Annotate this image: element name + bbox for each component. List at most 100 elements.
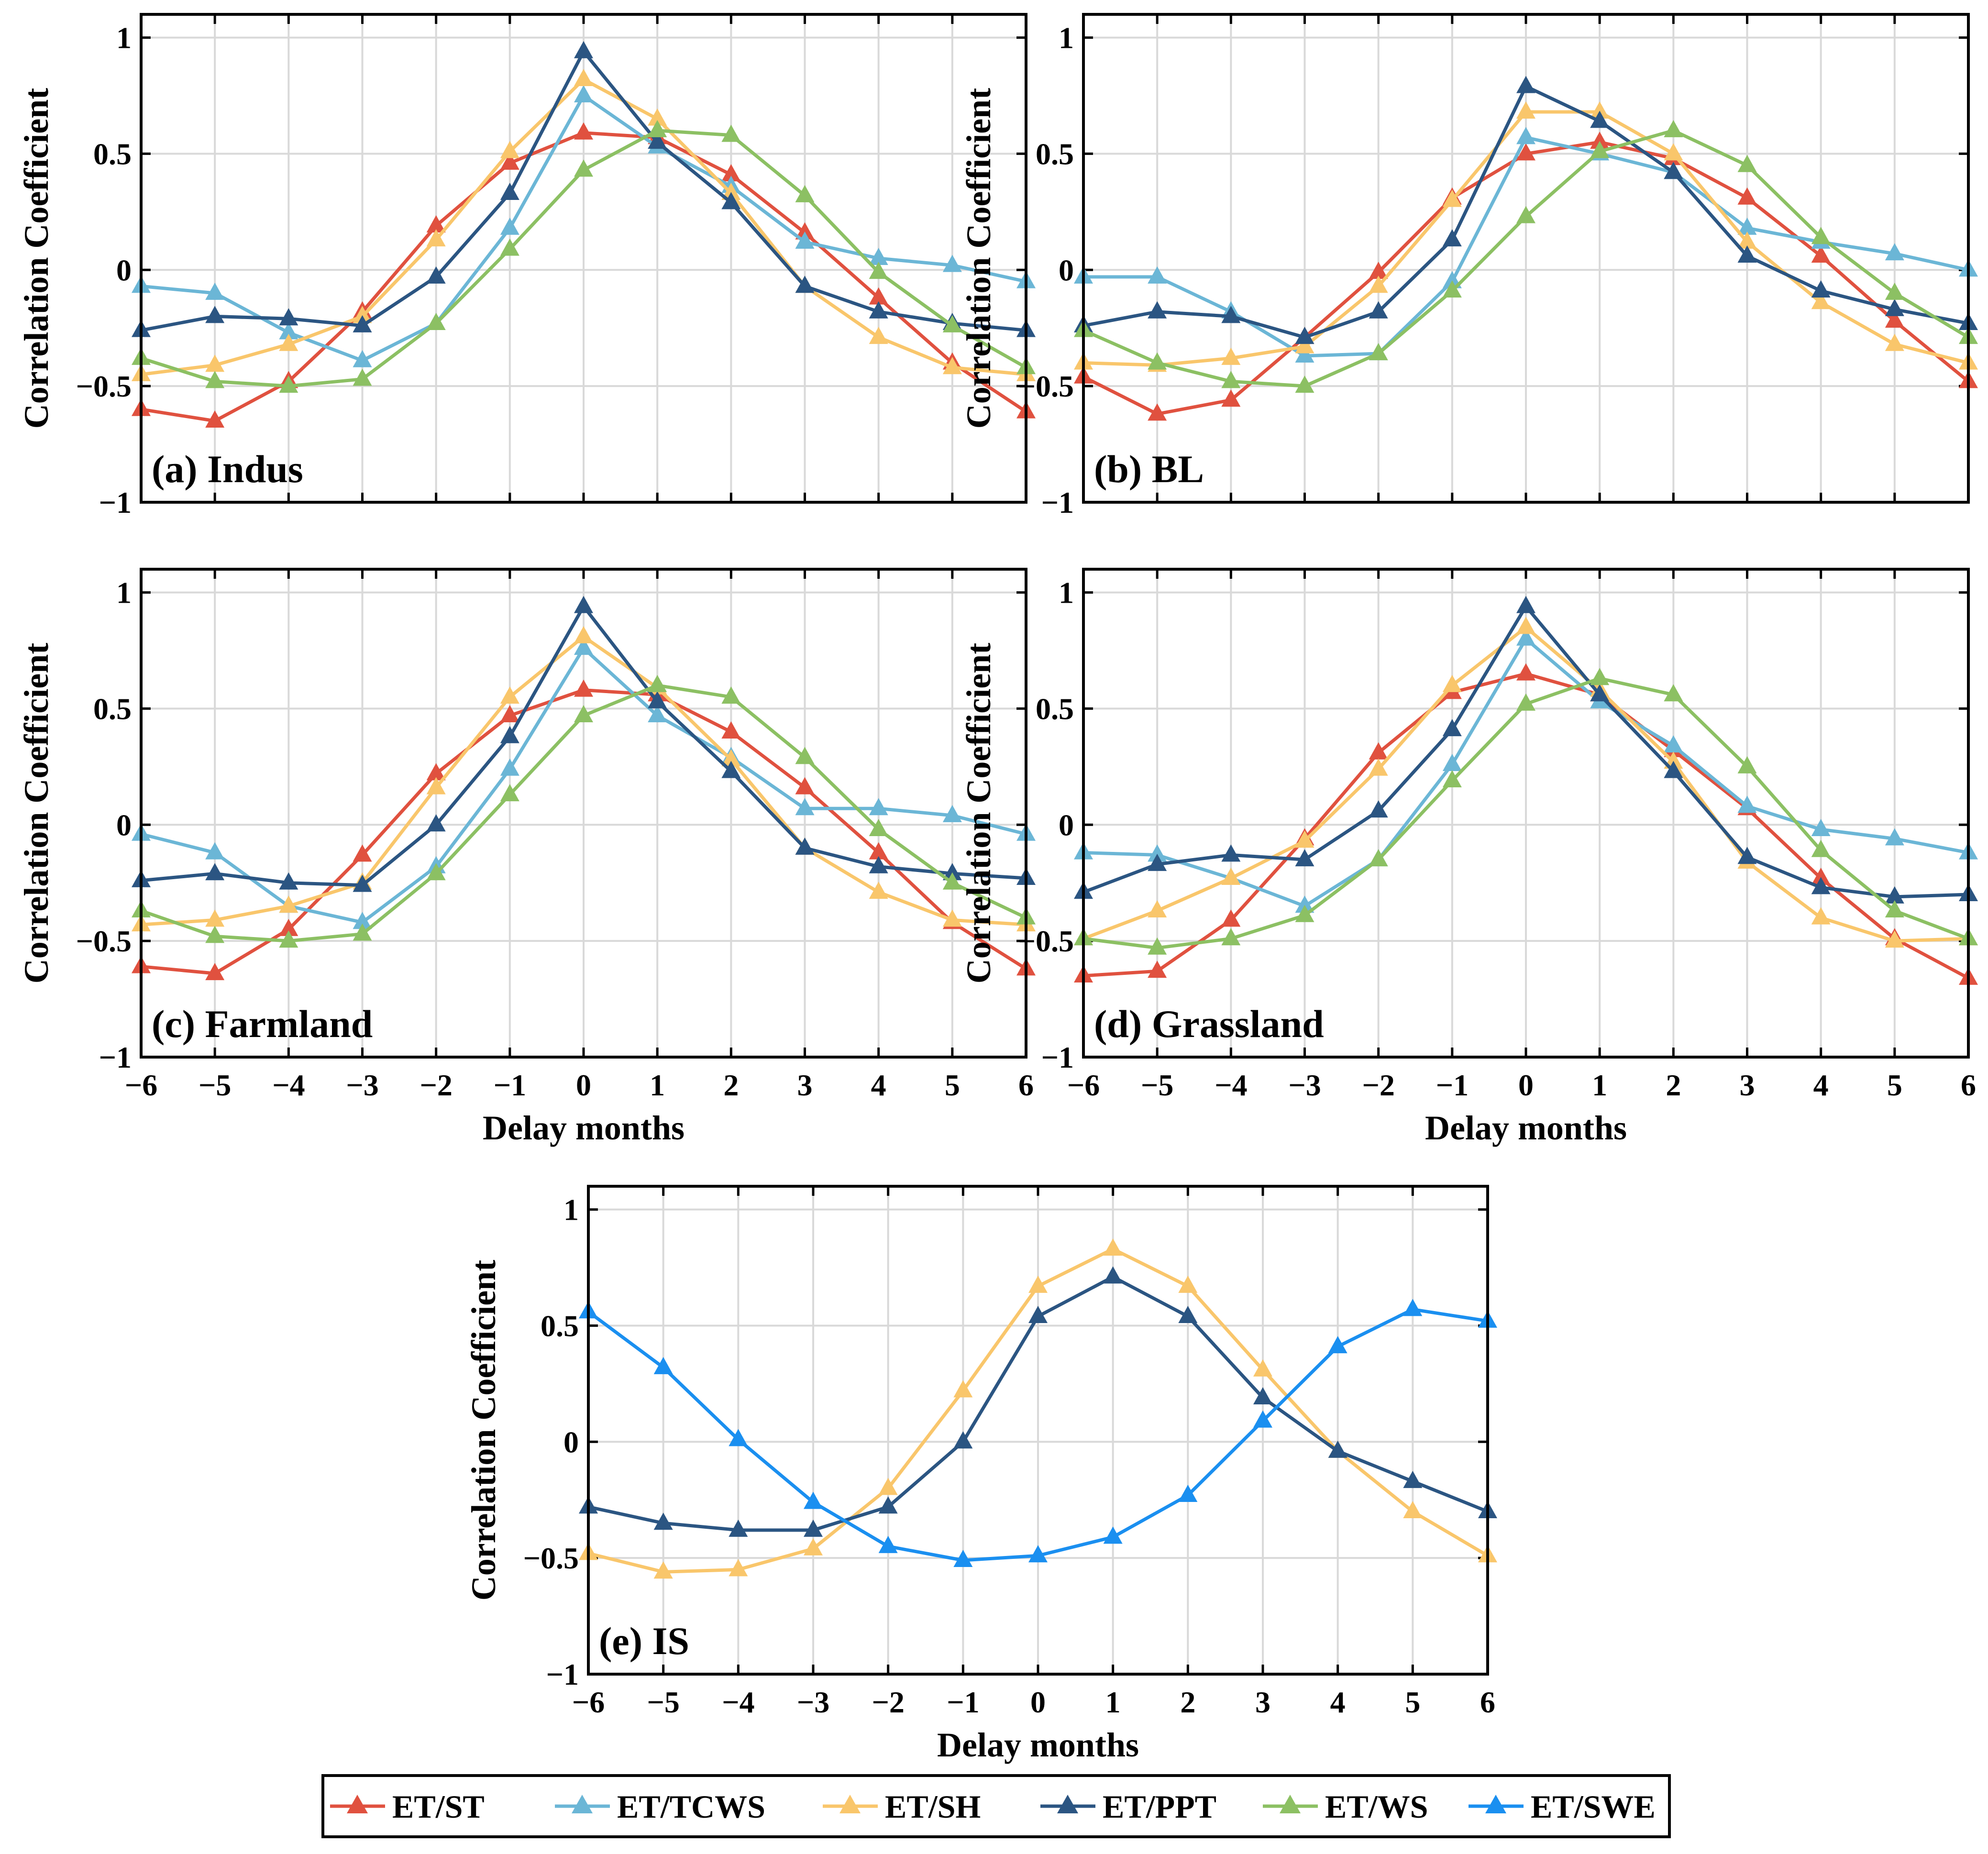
legend-marker xyxy=(1280,1795,1301,1813)
data-point-tcws xyxy=(205,842,225,860)
data-point-ws xyxy=(942,872,962,890)
series-group xyxy=(132,41,1036,428)
data-point-ws xyxy=(500,784,519,802)
data-point-ppt xyxy=(1148,301,1167,319)
x-tick-labels: −6 −5 −4 −3 −2 −1 0 1 2 3 4 5 6 xyxy=(1067,1068,1976,1102)
data-point-ppt xyxy=(1664,162,1683,179)
data-point-sh xyxy=(648,108,667,126)
data-point-sh xyxy=(1369,758,1388,776)
data-point-st xyxy=(869,287,888,305)
data-point-ws xyxy=(648,674,667,692)
data-point-ws xyxy=(574,705,593,722)
series-ws xyxy=(132,120,1036,393)
y-tick-label: −0.5 xyxy=(76,369,132,403)
x-tick-label: 3 xyxy=(1255,1685,1270,1719)
data-point-sh xyxy=(1442,674,1462,692)
x-tick-label: 6 xyxy=(1961,1068,1976,1102)
data-point-ppt xyxy=(1103,1266,1123,1284)
data-point-sh xyxy=(574,626,593,643)
data-point-swe xyxy=(804,1491,823,1509)
legend-label: ET/PPT xyxy=(1103,1788,1216,1825)
data-point-ws xyxy=(1295,375,1314,393)
data-point-sh xyxy=(279,895,298,913)
data-point-sh xyxy=(279,333,298,351)
legend-entry-swe: ET/SWE xyxy=(1469,1788,1656,1825)
series-group xyxy=(1074,76,1978,421)
data-point-sh xyxy=(1148,900,1167,917)
y-tick-labels: −1 −0.5 0 0.5 1 xyxy=(1018,576,1074,1074)
x-tick-label: −6 xyxy=(125,1068,157,1102)
data-point-st xyxy=(1811,868,1831,885)
data-point-st xyxy=(1516,663,1535,681)
x-axis-title: Delay months xyxy=(1425,1109,1627,1147)
data-point-ws xyxy=(721,686,741,704)
data-point-ppt xyxy=(1178,1306,1198,1323)
y-axis-title: Correlation Coefficient xyxy=(464,1260,503,1600)
data-point-tcws xyxy=(1442,754,1462,771)
data-point-tcws xyxy=(1148,266,1167,284)
y-tick-label: −0.5 xyxy=(1018,369,1074,403)
x-tick-label: −2 xyxy=(872,1685,904,1719)
data-point-sh xyxy=(1178,1275,1198,1293)
data-point-ppt xyxy=(721,761,741,778)
data-point-ws xyxy=(869,819,888,836)
y-axis-title: Correlation Coefficient xyxy=(960,643,998,983)
series-ws xyxy=(132,674,1036,948)
x-axis-title: Delay months xyxy=(937,1726,1139,1764)
legend-marker xyxy=(1485,1795,1506,1813)
data-point-ws xyxy=(205,926,225,943)
data-point-ws xyxy=(1369,343,1388,361)
plot-frame xyxy=(1082,568,1970,1059)
data-point-ppt xyxy=(1148,853,1167,871)
data-point-ppt xyxy=(653,1512,673,1530)
panel-c-farmland: −1 −0.5 0 0.5 1 −6 −5 −4 −3 −2 −1 0 1 2 3 4 5 6 Delay mont… xyxy=(17,568,1036,1147)
data-point-sh xyxy=(1664,143,1683,161)
x-tick-label: −5 xyxy=(647,1685,679,1719)
data-point-st xyxy=(1369,262,1388,279)
data-point-ws xyxy=(353,923,372,941)
data-point-ppt xyxy=(1295,327,1314,344)
data-point-tcws xyxy=(1516,628,1535,646)
data-point-tcws xyxy=(1148,844,1167,862)
y-tick-label: 0.5 xyxy=(1036,137,1074,171)
series-ws xyxy=(1074,668,1978,955)
data-point-ppt xyxy=(574,596,593,613)
legend-label: ET/SWE xyxy=(1531,1788,1656,1825)
data-point-sh xyxy=(1442,189,1462,207)
data-point-tcws xyxy=(574,638,593,655)
data-point-ppt xyxy=(804,1519,823,1537)
data-point-swe xyxy=(878,1535,898,1553)
data-point-st xyxy=(795,777,815,795)
data-point-ppt xyxy=(353,315,372,332)
x-tick-label: −2 xyxy=(420,1068,452,1102)
legend-entry-sh: ET/SH xyxy=(823,1788,981,1825)
y-tick-label: 0 xyxy=(116,808,132,842)
y-tick-label: 0 xyxy=(563,1425,579,1459)
data-point-sh xyxy=(205,354,225,372)
data-point-ppt xyxy=(795,837,815,855)
y-tick-labels: −1 −0.5 0 0.5 1 xyxy=(1018,21,1074,519)
y-axis-title: Correlation Coefficient xyxy=(960,88,998,429)
data-point-tcws xyxy=(795,798,815,816)
legend-label: ET/SH xyxy=(885,1788,981,1825)
data-point-ppt xyxy=(1590,684,1610,702)
y-tick-label: −1 xyxy=(99,1040,132,1074)
y-tick-labels: −1 −0.5 0 0.5 1 xyxy=(523,1193,579,1691)
data-point-st xyxy=(426,215,446,232)
data-point-tcws xyxy=(1737,217,1757,235)
data-point-ws xyxy=(648,120,667,137)
data-point-swe xyxy=(1028,1545,1048,1563)
panel-label: (c) Farmland xyxy=(152,1002,373,1046)
x-tick-label: −6 xyxy=(1067,1068,1100,1102)
data-point-ws xyxy=(1590,141,1610,158)
data-point-st xyxy=(1148,960,1167,978)
x-tick-label: 5 xyxy=(1405,1685,1420,1719)
y-axis-title: Correlation Coefficient xyxy=(17,88,55,429)
x-tick-label: −3 xyxy=(346,1068,378,1102)
data-point-tcws xyxy=(279,322,298,340)
data-point-st xyxy=(205,963,225,981)
data-point-ppt xyxy=(648,132,667,149)
y-tick-label: −0.5 xyxy=(1018,924,1074,958)
y-tick-labels: −1 −0.5 0 0.5 1 xyxy=(76,21,132,519)
data-point-sh xyxy=(205,909,225,927)
